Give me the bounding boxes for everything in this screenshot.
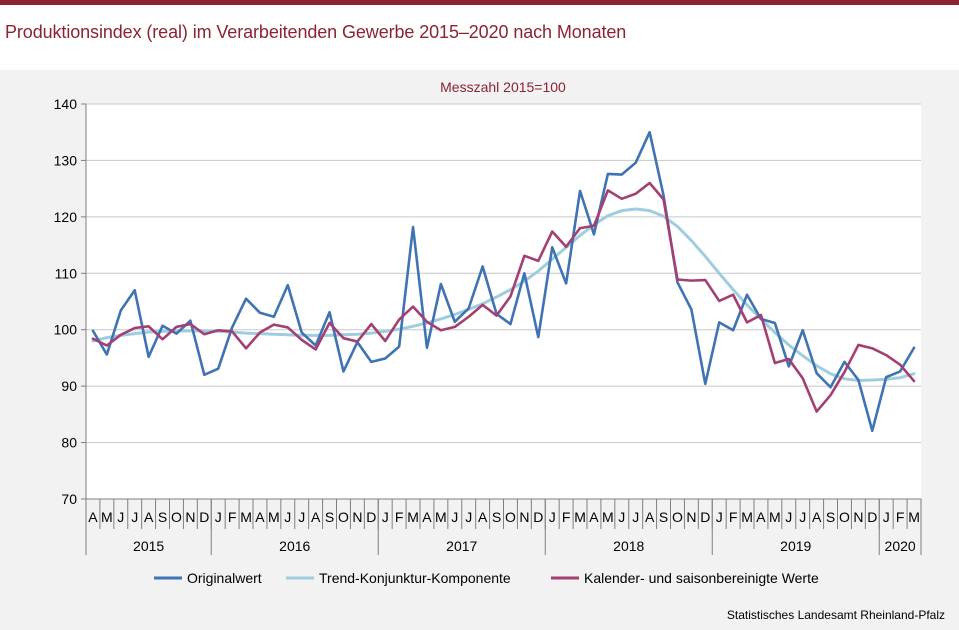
chart-panel: Messzahl 2015=100 70 80 90 100 110 120 130 140 … [0, 70, 959, 630]
month-label: D [700, 509, 710, 525]
y-tick-label: 110 [55, 265, 78, 281]
year-label: 2015 [133, 538, 164, 554]
series-line [91, 130, 916, 433]
month-label: J [799, 509, 806, 525]
month-label: F [729, 509, 738, 525]
month-label: A [812, 509, 822, 525]
month-label: J [549, 509, 556, 525]
month-label: A [311, 509, 321, 525]
month-label: J [465, 509, 472, 525]
y-tick-label: 100 [54, 322, 78, 338]
month-label: M [435, 509, 447, 525]
month-label: N [519, 509, 529, 525]
month-label: J [382, 509, 389, 525]
y-tick-label: 140 [54, 96, 78, 112]
month-label: A [255, 509, 265, 525]
month-label: O [171, 509, 182, 525]
y-tick-label: 120 [54, 209, 78, 225]
month-label: M [908, 509, 920, 525]
month-label: S [659, 509, 668, 525]
month-label: J [632, 509, 639, 525]
legend-label: Originalwert [187, 570, 262, 586]
month-label: M [741, 509, 753, 525]
series-line [91, 181, 916, 413]
month-label: F [896, 509, 905, 525]
line-chart: Messzahl 2015=100 708090100110120130140 … [54, 79, 922, 586]
month-label: S [492, 509, 501, 525]
legend-label: Trend-Konjunktur-Komponente [319, 570, 511, 586]
month-label: D [867, 509, 877, 525]
month-label: S [325, 509, 334, 525]
month-label: J [451, 509, 458, 525]
month-label: M [240, 509, 252, 525]
month-label: J [117, 509, 124, 525]
month-label: J [785, 509, 792, 525]
month-label: N [185, 509, 195, 525]
y-tick-label: 80 [61, 435, 77, 451]
month-label: J [618, 509, 625, 525]
month-label: M [407, 509, 419, 525]
month-label: A [144, 509, 154, 525]
header-accent-bar [0, 0, 959, 5]
y-tick-label: 90 [61, 378, 77, 394]
year-label: 2018 [613, 538, 644, 554]
month-label: J [716, 509, 723, 525]
source-note: Statistisches Landesamt Rheinland-Pfalz [726, 608, 945, 622]
month-label: J [284, 509, 291, 525]
series-lines [91, 130, 916, 433]
month-label: D [366, 509, 376, 525]
year-label: 2019 [780, 538, 811, 554]
year-label: 2016 [279, 538, 310, 554]
month-label: M [101, 509, 113, 525]
y-tick-label: 130 [54, 152, 78, 168]
month-label: N [352, 509, 362, 525]
month-label: A [756, 509, 766, 525]
month-label: F [395, 509, 404, 525]
y-tick-label: 70 [61, 491, 77, 507]
month-label: A [422, 509, 432, 525]
month-label: J [883, 509, 890, 525]
month-label: M [574, 509, 586, 525]
month-label: M [268, 509, 280, 525]
month-label: S [158, 509, 167, 525]
plot-area [86, 104, 921, 499]
month-label: D [199, 509, 209, 525]
legend: Originalwert Trend-Konjunktur-Komponente K… [154, 570, 819, 586]
month-label: M [769, 509, 781, 525]
month-label: J [298, 509, 305, 525]
month-label: M [602, 509, 614, 525]
month-label: O [338, 509, 349, 525]
chart-subtitle: Messzahl 2015=100 [440, 79, 566, 95]
y-axis: 70 80 90 100 110 120 130 140 [54, 96, 87, 507]
month-label: N [853, 509, 863, 525]
month-label: O [672, 509, 683, 525]
month-label: A [88, 509, 98, 525]
month-label: J [131, 509, 138, 525]
month-label: J [215, 509, 222, 525]
year-label: 2020 [885, 538, 916, 554]
month-label: F [562, 509, 571, 525]
month-label: A [589, 509, 599, 525]
legend-label: Kalender- und saisonbereinigte Werte [584, 570, 819, 586]
month-label: O [839, 509, 850, 525]
month-label: O [505, 509, 516, 525]
month-label: N [686, 509, 696, 525]
month-label: F [228, 509, 237, 525]
chart-title: Produktionsindex (real) im Verarbeitende… [5, 22, 627, 42]
month-label: A [478, 509, 488, 525]
month-label: D [533, 509, 543, 525]
month-label: S [826, 509, 835, 525]
year-label: 2017 [446, 538, 477, 554]
month-label: A [645, 509, 655, 525]
